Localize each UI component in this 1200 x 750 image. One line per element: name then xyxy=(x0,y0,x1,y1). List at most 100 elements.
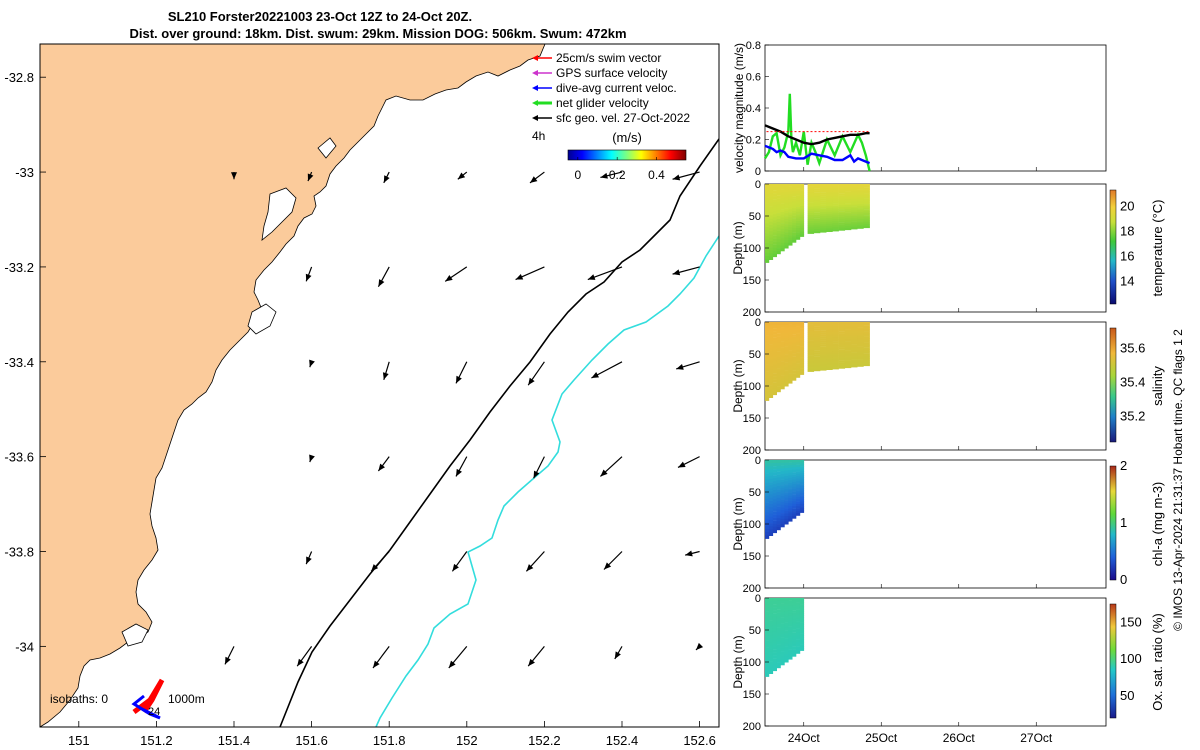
section-cell xyxy=(784,324,789,328)
section-cell xyxy=(813,330,821,333)
geo-velocity-arrow xyxy=(305,551,313,565)
section-cell xyxy=(780,648,785,652)
section-cell xyxy=(826,199,833,203)
section-cell xyxy=(788,508,793,512)
section-cell xyxy=(788,332,793,336)
chart-title-line1: SL210 Forster20221003 23-Oct 12Z to 24-O… xyxy=(168,9,472,24)
section-cell xyxy=(792,326,797,330)
section-cell xyxy=(765,200,770,204)
section-cell xyxy=(776,210,781,214)
section-cell xyxy=(788,329,793,333)
section-cell xyxy=(799,598,805,601)
section-cell xyxy=(792,184,797,187)
section-cell xyxy=(792,198,797,202)
section-cell xyxy=(857,323,864,327)
section-cell xyxy=(765,226,770,231)
section-cell xyxy=(851,350,858,353)
section-cell xyxy=(768,325,774,329)
section-cell xyxy=(788,219,793,223)
velocity-y-label: 0.8 xyxy=(746,40,761,52)
section-cell xyxy=(792,513,797,517)
section-cell xyxy=(807,204,815,208)
map-y-tick-label: -33.8 xyxy=(4,545,34,560)
section-cell xyxy=(780,214,785,218)
section-cell xyxy=(857,219,864,222)
section-cell xyxy=(820,212,827,215)
section-frame xyxy=(764,459,1107,589)
section-cell xyxy=(765,249,770,254)
section-cell xyxy=(807,342,815,346)
section-cell xyxy=(780,631,785,635)
section-cell xyxy=(838,222,846,225)
section-cell xyxy=(772,244,777,248)
section-cell xyxy=(776,665,781,669)
arrow-head xyxy=(456,375,462,384)
section-cell xyxy=(796,460,801,463)
section-cell xyxy=(788,370,793,374)
section-cell xyxy=(832,225,839,228)
section-cell xyxy=(826,184,833,187)
section-cell xyxy=(792,235,797,238)
section-cell xyxy=(784,332,789,336)
section-cell xyxy=(851,340,858,343)
section-colorbar xyxy=(1109,603,1117,719)
section-cell xyxy=(832,219,839,222)
section-cell xyxy=(772,235,777,239)
geo-velocity-arrow xyxy=(377,456,390,472)
section-cell xyxy=(768,331,774,335)
section-cell xyxy=(820,330,827,333)
section-cell xyxy=(863,353,870,356)
legend-label: dive-avg current veloc. xyxy=(556,81,677,95)
section-cell xyxy=(788,227,793,231)
section-cell xyxy=(796,230,801,233)
section-cell xyxy=(768,607,774,611)
section-cell xyxy=(807,330,815,333)
section-cell xyxy=(820,230,827,233)
section-cell xyxy=(765,670,770,674)
section-cell xyxy=(799,223,805,226)
section-cell xyxy=(780,653,785,657)
section-cell xyxy=(780,245,785,249)
section-ylabel: Depth (m) xyxy=(731,635,745,688)
velocity-y-label: 0.2 xyxy=(746,135,761,147)
section-cell xyxy=(784,608,789,612)
section-cell xyxy=(826,349,833,353)
section-cell xyxy=(832,347,839,350)
arrow-head xyxy=(373,660,380,668)
section-cell xyxy=(788,613,793,617)
section-cell xyxy=(772,325,777,329)
section-cell xyxy=(768,206,774,210)
section-cell xyxy=(776,630,781,634)
section-cell xyxy=(792,343,797,347)
section-cell xyxy=(780,485,785,489)
section-cell xyxy=(768,366,774,370)
section-cell xyxy=(792,360,797,364)
section-cell xyxy=(832,333,839,337)
section-cell xyxy=(799,350,805,353)
section-cell xyxy=(784,484,789,488)
section-cell xyxy=(765,611,770,615)
section-cell xyxy=(863,213,870,216)
speed-cbar-label: 0.4 xyxy=(648,168,665,182)
section-cell xyxy=(838,224,846,227)
section-cell xyxy=(832,357,839,360)
section-cell xyxy=(851,325,858,328)
section-cell xyxy=(768,243,774,248)
section-cell xyxy=(796,476,801,479)
section-cell xyxy=(765,482,770,487)
section-cell xyxy=(796,492,801,495)
arrow-head xyxy=(445,274,453,282)
section-cell xyxy=(796,216,801,219)
section-cell xyxy=(788,237,793,241)
section-cell xyxy=(768,356,774,361)
section-cell xyxy=(813,364,821,368)
section-cell xyxy=(772,250,777,254)
section-cell xyxy=(780,625,785,629)
section-cell xyxy=(768,391,774,395)
section-cell xyxy=(765,236,770,240)
section-cell xyxy=(788,615,793,619)
section-cell xyxy=(780,380,785,384)
section-cell xyxy=(857,202,864,205)
section-cell xyxy=(776,460,781,464)
legend-label: net glider velocity xyxy=(556,96,649,110)
